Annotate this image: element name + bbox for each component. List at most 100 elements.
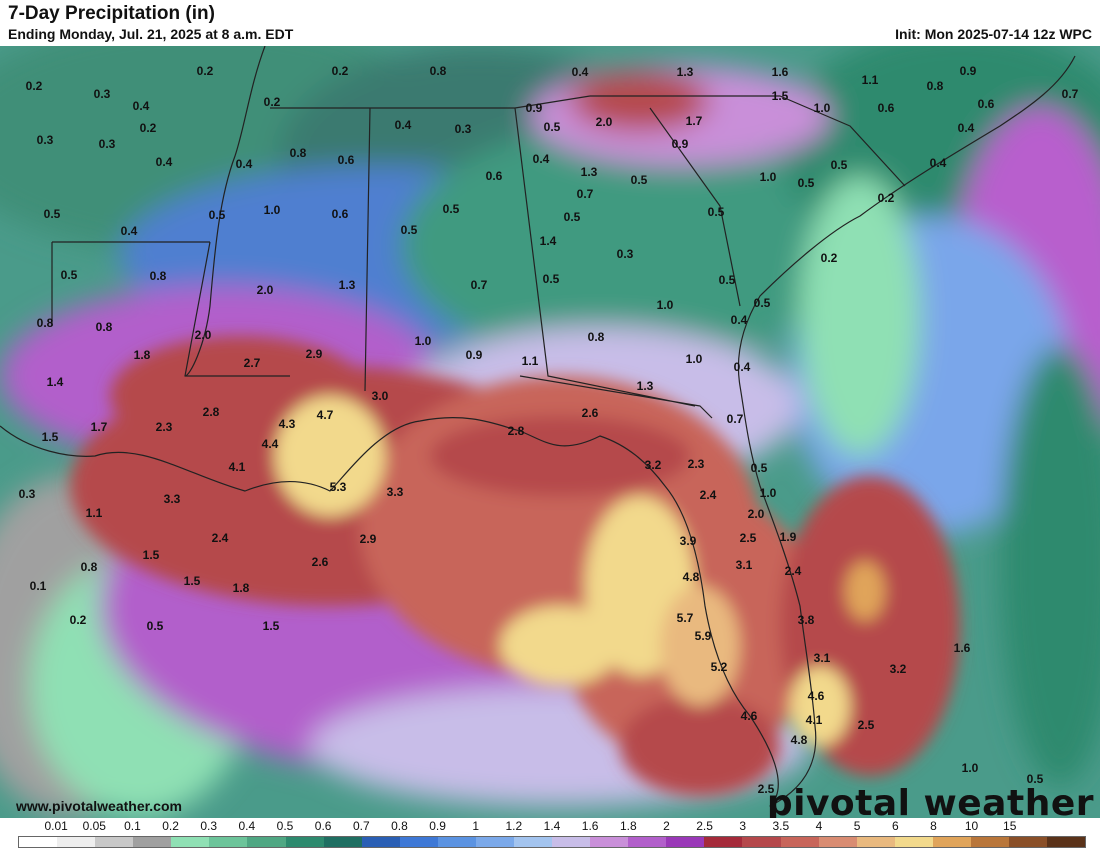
precip-value-label: 1.0 bbox=[656, 298, 674, 312]
legend-swatch bbox=[475, 837, 515, 847]
precip-value-label: 2.0 bbox=[747, 507, 765, 521]
precip-value-label: 0.4 bbox=[394, 118, 412, 132]
precip-value-label: 1.0 bbox=[263, 203, 281, 217]
precip-value-label: 1.5 bbox=[183, 574, 201, 588]
precip-value-label: 0.7 bbox=[1061, 87, 1079, 101]
precip-value-label: 2.5 bbox=[739, 531, 757, 545]
precip-value-label: 0.5 bbox=[442, 202, 460, 216]
legend-tick-label: 3 bbox=[739, 819, 747, 833]
precip-value-label: 0.4 bbox=[957, 121, 975, 135]
legend-swatch bbox=[95, 837, 134, 847]
precip-value-label: 4.6 bbox=[807, 689, 825, 703]
precip-value-label: 1.7 bbox=[90, 420, 108, 434]
legend-swatch bbox=[209, 837, 248, 847]
legend-tick-label: 8 bbox=[930, 819, 937, 833]
precip-value-label: 4.1 bbox=[805, 713, 823, 727]
precip-value-label: 2.0 bbox=[595, 115, 613, 129]
precip-value-label: 0.5 bbox=[400, 223, 418, 237]
legend-swatch bbox=[818, 837, 857, 847]
precip-value-label: 0.4 bbox=[132, 99, 150, 113]
precip-field bbox=[0, 46, 1100, 818]
legend-tick-label: 0.7 bbox=[352, 819, 370, 833]
legend-swatch bbox=[590, 837, 629, 847]
precip-value-label: 2.6 bbox=[581, 406, 599, 420]
coastline-and-state-borders bbox=[0, 46, 1076, 807]
precip-value-label: 0.5 bbox=[208, 208, 226, 222]
precip-value-label: 0.5 bbox=[563, 210, 581, 224]
legend-swatch bbox=[247, 837, 286, 847]
precip-value-label: 1.8 bbox=[232, 581, 250, 595]
precip-value-label: 0.3 bbox=[616, 247, 634, 261]
precip-value-label: 0.2 bbox=[196, 64, 214, 78]
precip-value-label: 0.5 bbox=[146, 619, 164, 633]
precip-value-label: 0.8 bbox=[80, 560, 98, 574]
precip-value-label: 1.1 bbox=[521, 354, 539, 368]
precip-value-label: 0.3 bbox=[93, 87, 111, 101]
legend-tick-label: 0.1 bbox=[124, 819, 141, 833]
precip-value-label: 1.0 bbox=[685, 352, 703, 366]
precip-value-label: 0.5 bbox=[543, 120, 561, 134]
legend-tick-label: 4 bbox=[815, 819, 823, 833]
precip-value-label: 0.5 bbox=[630, 173, 648, 187]
precip-value-label: 5.9 bbox=[694, 629, 712, 643]
precip-value-label: 0.2 bbox=[139, 121, 157, 135]
legend-swatch bbox=[932, 837, 971, 847]
legend-swatch bbox=[666, 837, 705, 847]
precip-value-label: 2.5 bbox=[857, 718, 875, 732]
precip-value-label: 0.3 bbox=[98, 137, 116, 151]
legend-swatch bbox=[1047, 837, 1086, 847]
precip-value-label: 0.4 bbox=[929, 156, 947, 170]
precip-value-label: 0.7 bbox=[470, 278, 488, 292]
precip-value-label: 0.8 bbox=[149, 269, 167, 283]
precip-value-label: 0.4 bbox=[235, 157, 253, 171]
precip-value-label: 0.9 bbox=[671, 137, 689, 151]
precip-value-label: 1.0 bbox=[414, 334, 432, 348]
precip-value-label: 2.9 bbox=[359, 532, 377, 546]
precip-value-label: 3.1 bbox=[735, 558, 753, 572]
legend-swatch bbox=[133, 837, 172, 847]
init-time: Init: Mon 2025-07-14 12z WPC bbox=[895, 26, 1092, 42]
precip-value-label: 0.5 bbox=[718, 273, 736, 287]
precip-value-label: 0.5 bbox=[750, 461, 768, 475]
precip-value-label: 0.6 bbox=[331, 207, 349, 221]
legend-color-bar bbox=[18, 836, 1086, 848]
precip-value-label: 0.4 bbox=[733, 360, 751, 374]
color-legend: 0.01 0.05 0.1 0.2 0.3 0.4 0.5 0.6 0.7 0.8 0.9 1 1.2 1… bbox=[0, 818, 1100, 850]
precip-value-label: 5.7 bbox=[676, 611, 694, 625]
precip-value-label: 1.0 bbox=[759, 170, 777, 184]
legend-tick-label: 1.8 bbox=[619, 819, 637, 833]
legend-tick-label: 1.6 bbox=[581, 819, 599, 833]
precip-value-label: 0.8 bbox=[587, 330, 605, 344]
legend-swatch bbox=[628, 837, 667, 847]
precip-value-label: 2.3 bbox=[687, 457, 705, 471]
precip-value-label: 0.1 bbox=[29, 579, 47, 593]
brand-logo: pivotal weather bbox=[766, 783, 1094, 818]
precip-value-label: 4.8 bbox=[790, 733, 808, 747]
precip-value-label: 0.6 bbox=[485, 169, 503, 183]
precip-value-label: 2.3 bbox=[155, 420, 173, 434]
precip-value-label: 2.7 bbox=[243, 356, 261, 370]
legend-swatch bbox=[514, 837, 553, 847]
precip-value-label: 2.5 bbox=[757, 782, 775, 796]
precip-value-label: 1.3 bbox=[636, 379, 654, 393]
legend-swatch bbox=[171, 837, 210, 847]
legend-tick-label: 0.6 bbox=[314, 819, 332, 833]
precip-value-label: 3.1 bbox=[813, 651, 831, 665]
precip-value-label: 0.8 bbox=[429, 64, 447, 78]
precip-value-label: 1.0 bbox=[813, 101, 831, 115]
legend-swatch bbox=[780, 837, 819, 847]
precip-value-label: 0.5 bbox=[707, 205, 725, 219]
precip-value-label: 0.7 bbox=[726, 412, 744, 426]
precip-value-label: 2.0 bbox=[194, 328, 212, 342]
legend-tick-label: 1 bbox=[472, 819, 480, 833]
precip-value-label: 5.3 bbox=[329, 480, 347, 494]
legend-tick-label: 1.4 bbox=[543, 819, 561, 833]
legend-tick-label: 2.5 bbox=[696, 819, 713, 833]
precip-value-label: 2.4 bbox=[784, 564, 802, 578]
precip-value-label: 0.2 bbox=[25, 79, 43, 93]
legend-tick-label: 1.2 bbox=[505, 819, 523, 833]
legend-swatch bbox=[856, 837, 895, 847]
precip-value-label: 1.5 bbox=[142, 548, 160, 562]
legend-tick-label: 0.01 bbox=[44, 819, 68, 833]
precip-value-label: 2.8 bbox=[507, 424, 525, 438]
